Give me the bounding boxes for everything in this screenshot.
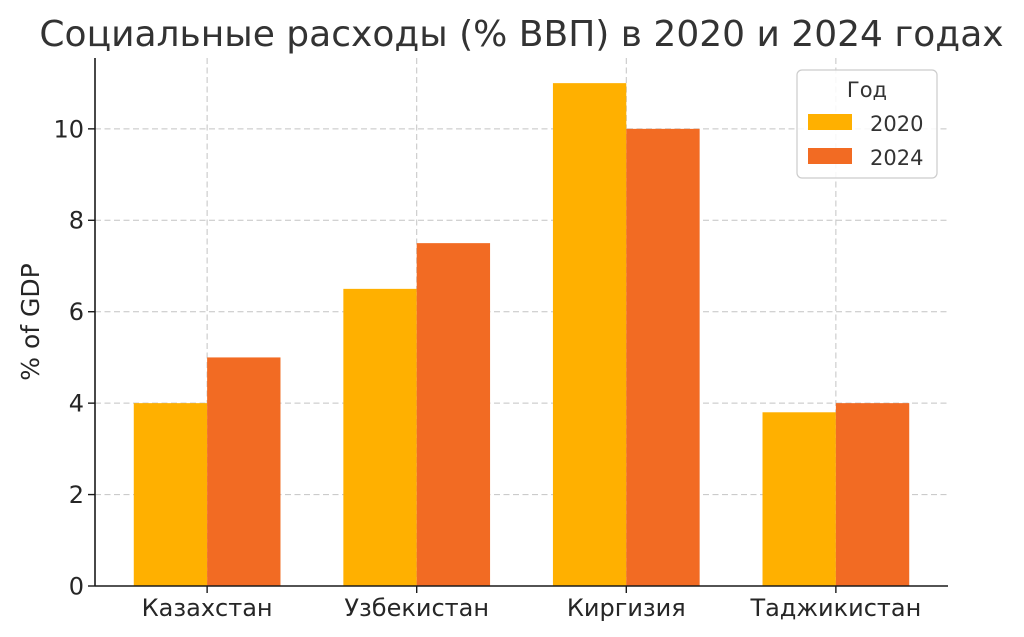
y-tick-label: 2 bbox=[69, 481, 84, 509]
y-tick-label: 4 bbox=[69, 390, 84, 418]
y-tick-label: 6 bbox=[69, 298, 84, 326]
x-tick-label: Таджикистан bbox=[749, 594, 921, 622]
x-tick-label: Казахстан bbox=[142, 594, 273, 622]
bar-2024-3 bbox=[835, 403, 910, 586]
legend-label: 2024 bbox=[870, 146, 923, 170]
legend: Год 2020 2024 bbox=[796, 69, 938, 179]
chart-title: Социальные расходы (% ВВП) в 2020 и 2024… bbox=[39, 14, 1003, 55]
legend-title: Год bbox=[847, 78, 887, 102]
legend-swatch-2020 bbox=[808, 114, 852, 130]
y-tick-label: 10 bbox=[53, 115, 84, 143]
y-axis-label: % of GDP bbox=[16, 263, 45, 380]
bar-2024-1 bbox=[416, 243, 491, 586]
bar-2024-2 bbox=[626, 128, 700, 586]
y-tick-label: 0 bbox=[69, 572, 84, 600]
bar-2020-3 bbox=[762, 412, 836, 586]
bars bbox=[133, 83, 910, 587]
x-tick-label: Узбекистан bbox=[344, 594, 489, 622]
legend-label: 2020 bbox=[870, 112, 923, 136]
x-tick-label: Киргизия bbox=[567, 594, 686, 622]
y-tick-label: 8 bbox=[69, 207, 84, 235]
axes: 0 2 4 6 8 10 Казахстан Узбекистан Киргизия Таджик… bbox=[53, 58, 948, 622]
bar-2020-1 bbox=[343, 288, 417, 586]
legend-swatch-2024 bbox=[808, 148, 852, 164]
bar-2020-2 bbox=[552, 83, 627, 587]
bar-2020-0 bbox=[133, 403, 208, 586]
bar-2024-0 bbox=[207, 357, 281, 586]
